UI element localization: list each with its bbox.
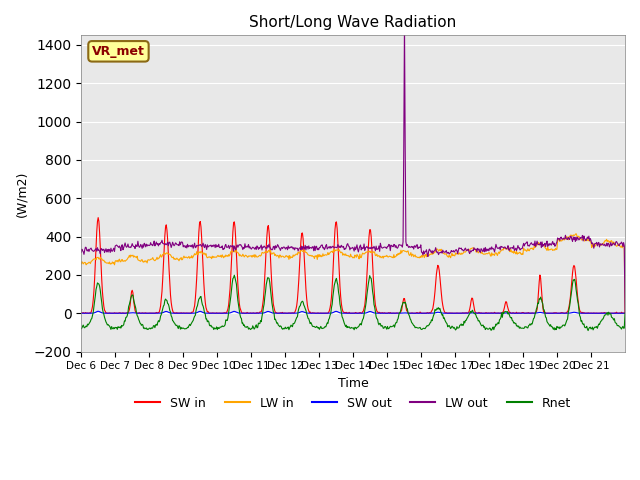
Rnet: [77, 326, 85, 332]
LW in: [268, 252, 276, 257]
LW out: [141, 241, 149, 247]
Line: LW in: LW in: [81, 234, 625, 313]
Rnet: [242, 324, 250, 330]
SW in: [243, 311, 250, 316]
SW out: [77, 311, 85, 316]
SW out: [142, 311, 150, 316]
SW in: [411, 311, 419, 316]
Line: SW out: SW out: [81, 312, 625, 313]
SW in: [290, 310, 298, 316]
Line: SW in: SW in: [81, 217, 625, 313]
Legend: SW in, LW in, SW out, LW out, Rnet: SW in, LW in, SW out, LW out, Rnet: [130, 392, 576, 415]
SW in: [78, 311, 86, 316]
SW in: [94, 215, 102, 220]
LW out: [241, 241, 249, 247]
Rnet: [269, 304, 276, 310]
SW in: [77, 310, 85, 316]
LW out: [401, 19, 408, 25]
LW in: [241, 253, 249, 259]
LW out: [410, 246, 417, 252]
LW out: [268, 247, 276, 253]
X-axis label: Time: Time: [338, 377, 369, 390]
Text: VR_met: VR_met: [92, 45, 145, 58]
LW out: [621, 311, 629, 316]
SW out: [410, 311, 417, 316]
SW out: [588, 311, 595, 316]
Y-axis label: (W/m2): (W/m2): [15, 170, 28, 216]
Rnet: [289, 321, 297, 326]
LW in: [621, 311, 629, 316]
SW out: [621, 311, 629, 316]
SW out: [269, 310, 276, 316]
SW out: [242, 311, 250, 316]
Line: LW out: LW out: [81, 22, 625, 313]
SW in: [143, 311, 150, 316]
Rnet: [621, 311, 629, 316]
LW in: [409, 252, 417, 257]
LW out: [77, 250, 85, 255]
SW in: [269, 301, 277, 307]
Line: Rnet: Rnet: [81, 275, 625, 331]
Rnet: [141, 326, 149, 332]
SW out: [440, 310, 448, 316]
LW in: [141, 259, 149, 265]
Rnet: [230, 272, 238, 278]
Rnet: [440, 315, 448, 321]
LW in: [77, 261, 85, 267]
LW out: [440, 249, 448, 255]
Title: Short/Long Wave Radiation: Short/Long Wave Radiation: [250, 15, 457, 30]
LW in: [440, 251, 447, 256]
LW in: [289, 254, 296, 260]
Rnet: [410, 323, 417, 328]
Rnet: [584, 328, 592, 334]
SW in: [441, 310, 449, 315]
SW in: [621, 310, 629, 315]
LW out: [289, 245, 296, 251]
SW out: [289, 311, 297, 316]
LW in: [572, 231, 580, 237]
SW out: [94, 309, 102, 314]
